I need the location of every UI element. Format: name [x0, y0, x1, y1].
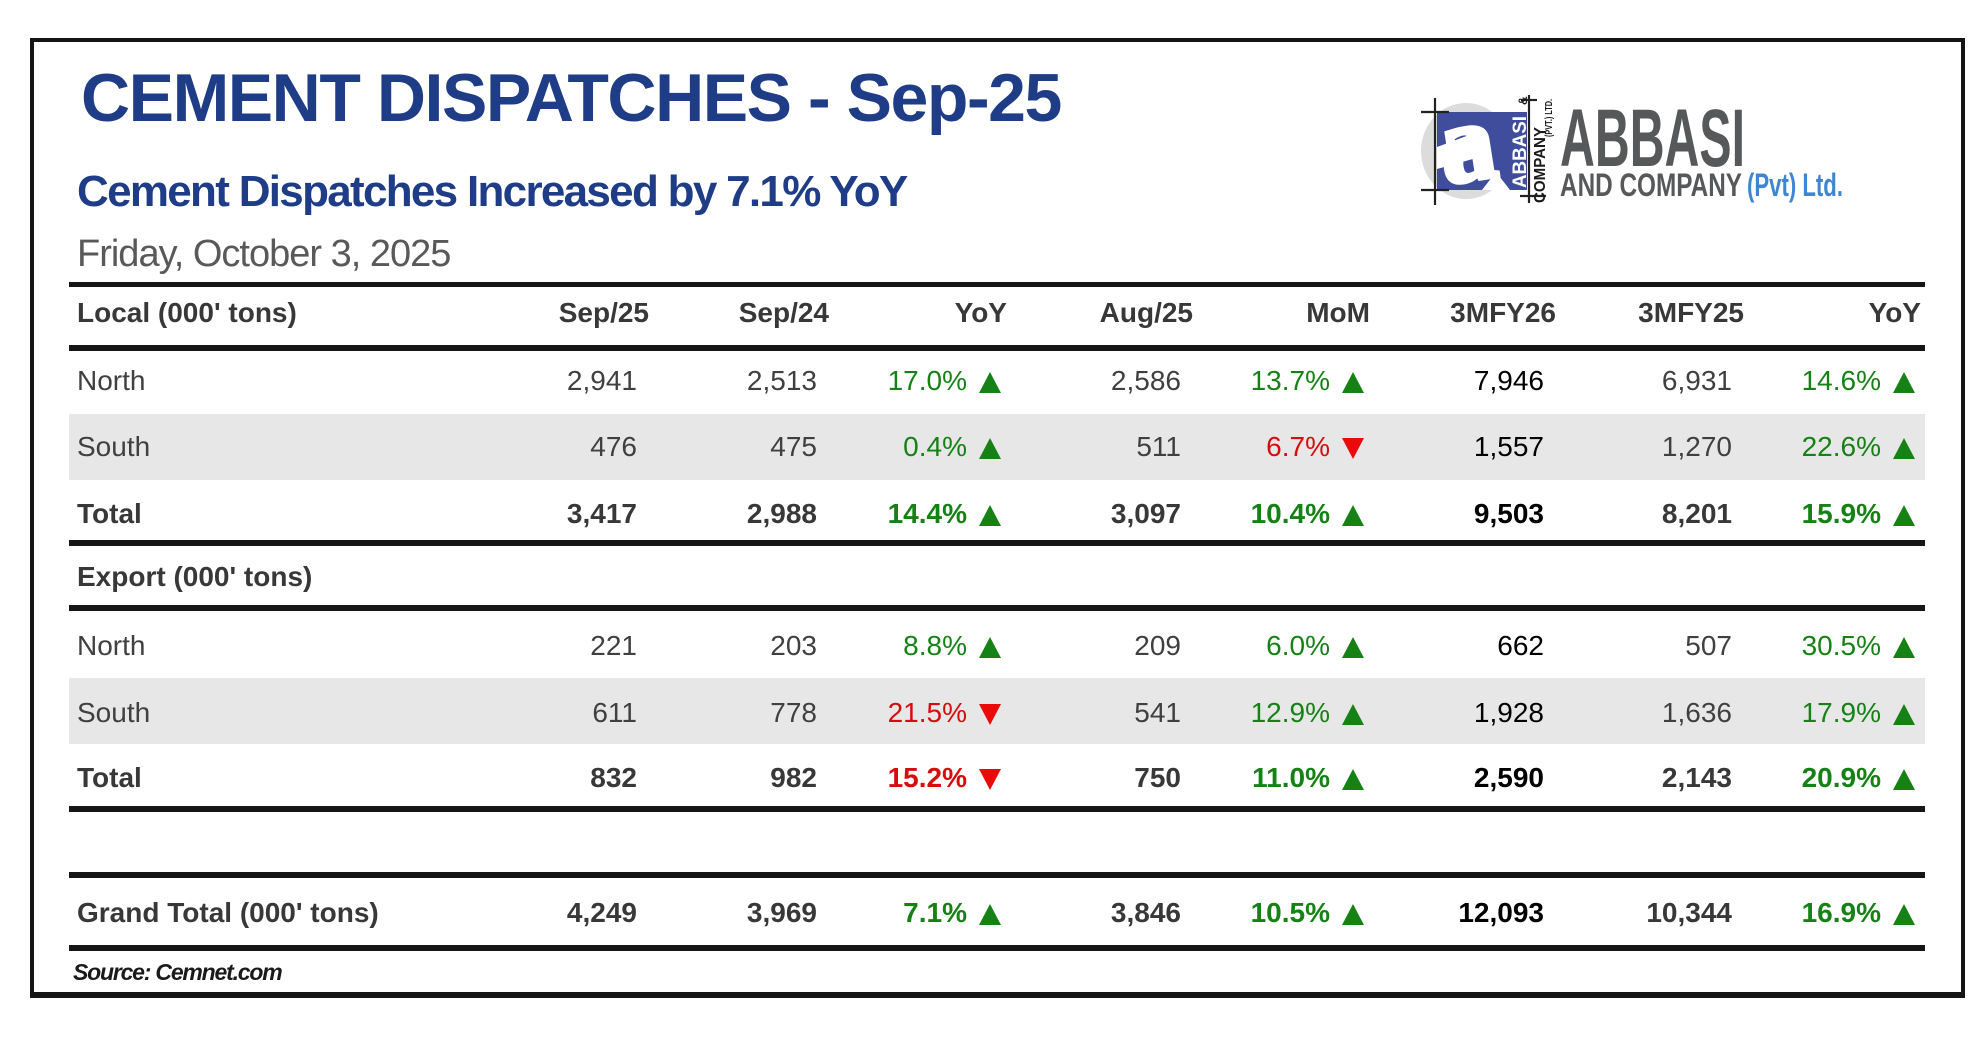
- svg-text:ABBASI: ABBASI: [1560, 93, 1745, 184]
- svg-text:COMPANY: COMPANY: [1532, 127, 1549, 203]
- svg-text:AND COMPANY: AND COMPANY: [1560, 167, 1742, 203]
- svg-text:&: &: [1516, 96, 1530, 105]
- svg-text:ABBASI: ABBASI: [1510, 116, 1531, 188]
- svg-text:(Pvt) Ltd.: (Pvt) Ltd.: [1747, 167, 1843, 203]
- svg-text:(PVT.) LTD.: (PVT.) LTD.: [1544, 99, 1555, 137]
